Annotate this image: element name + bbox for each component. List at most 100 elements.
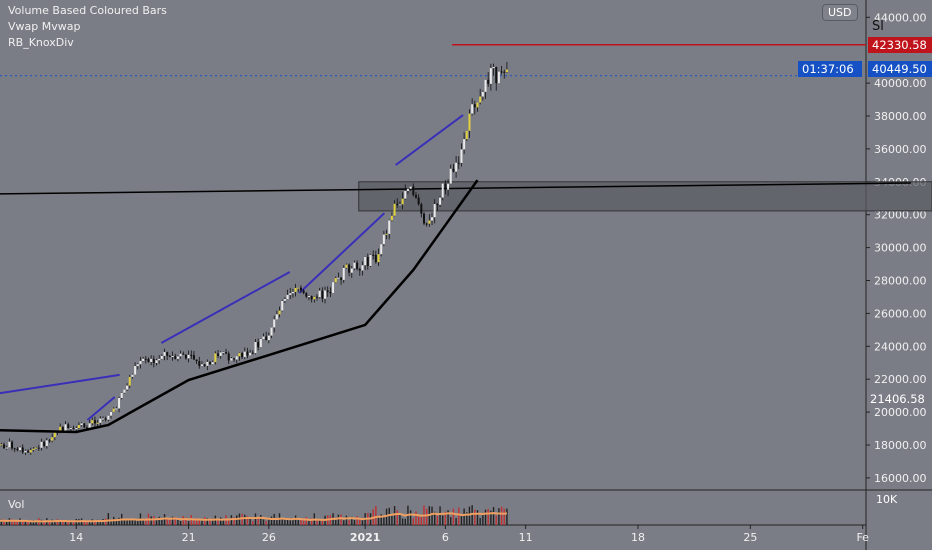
candle (299, 287, 302, 291)
candle (479, 96, 482, 103)
candle (425, 223, 428, 225)
candle (3, 444, 6, 449)
candle (433, 203, 436, 218)
volume-bar (490, 510, 492, 525)
candle (35, 447, 38, 449)
candle (102, 418, 104, 420)
volume-bar (193, 518, 195, 525)
candle (428, 220, 431, 224)
candle (414, 194, 417, 198)
candle (382, 234, 385, 245)
candle (235, 356, 238, 360)
volume-bar (284, 518, 286, 525)
currency-button[interactable]: USD (822, 4, 858, 21)
candle (372, 254, 375, 256)
candle (80, 423, 83, 426)
volume-bar (166, 518, 168, 525)
candle (27, 450, 30, 453)
volume-bar (318, 520, 321, 525)
candle (158, 358, 161, 361)
crosshair-price-label: 21406.58 (870, 392, 925, 406)
candle (67, 424, 70, 429)
volume-bar (281, 518, 283, 525)
candle (401, 198, 404, 205)
candle (307, 295, 310, 297)
volume-bar (353, 520, 356, 525)
candle (241, 353, 244, 358)
volume-bar (286, 518, 289, 525)
candle (251, 352, 254, 354)
candle (505, 69, 508, 73)
indicator-knoxdiv[interactable]: RB_KnoxDiv (8, 36, 74, 49)
price-tick-label: 26000.00 (874, 307, 927, 320)
candle (21, 447, 24, 453)
divergence-line (0, 373, 120, 395)
volume-bar (495, 515, 497, 525)
candle (64, 424, 67, 432)
volume-bar (450, 517, 452, 525)
candle (107, 415, 110, 420)
volume-bar (468, 506, 471, 525)
volume-bar (415, 511, 417, 525)
divergence-line (86, 396, 116, 421)
candle (214, 353, 217, 363)
volume-bar (399, 513, 401, 525)
indicator-volume-coloured-bars[interactable]: Volume Based Coloured Bars (8, 4, 167, 17)
candle (198, 361, 201, 367)
volume-bar (27, 521, 29, 525)
volume-bar (129, 520, 131, 525)
candle (329, 291, 332, 294)
volume-bar (153, 516, 155, 525)
volume-bar (236, 515, 238, 525)
volume-bar (434, 511, 436, 525)
volume-bar (292, 518, 294, 525)
volume-bar (340, 514, 342, 525)
candle (342, 267, 345, 280)
volume-bar (425, 508, 428, 525)
candle (324, 290, 327, 299)
volume-bar (211, 518, 214, 525)
volume-bar (436, 515, 439, 525)
candle (423, 213, 425, 224)
candle (155, 360, 158, 363)
volume-bar (137, 519, 139, 525)
candle (321, 290, 324, 299)
candle (404, 190, 407, 199)
candle (77, 425, 80, 429)
volume-bar (158, 516, 160, 525)
candle (377, 254, 380, 263)
candle (166, 352, 169, 356)
volume-bar (249, 517, 251, 525)
candle (96, 422, 99, 424)
volume-bar (83, 520, 85, 525)
candle (134, 366, 137, 375)
candle (238, 353, 241, 357)
candle (353, 262, 356, 269)
red-level-price-label: 42330.58 (868, 37, 932, 53)
candle (131, 374, 134, 377)
candle (380, 244, 383, 255)
candle (0, 444, 3, 446)
candle (61, 426, 64, 432)
candle (5, 447, 8, 449)
candle (206, 361, 209, 366)
candle (452, 168, 455, 172)
volume-bar (321, 519, 324, 525)
volume-bar (442, 515, 444, 525)
indicator-vwap[interactable]: Vwap Mvwap (8, 20, 81, 33)
candle (171, 356, 174, 358)
candle (120, 392, 123, 398)
volume-bar (498, 508, 500, 525)
candle (286, 294, 289, 300)
candle (302, 290, 305, 294)
volume-bar (476, 510, 479, 525)
volume-bar (182, 516, 184, 525)
volume-bar (3, 519, 5, 525)
volume-bar (94, 520, 96, 525)
candle (318, 290, 321, 298)
volume-bar (393, 506, 396, 525)
last-price-label: 40449.50 (868, 61, 932, 77)
volume-bar (123, 518, 126, 525)
volume-bar (252, 520, 254, 525)
